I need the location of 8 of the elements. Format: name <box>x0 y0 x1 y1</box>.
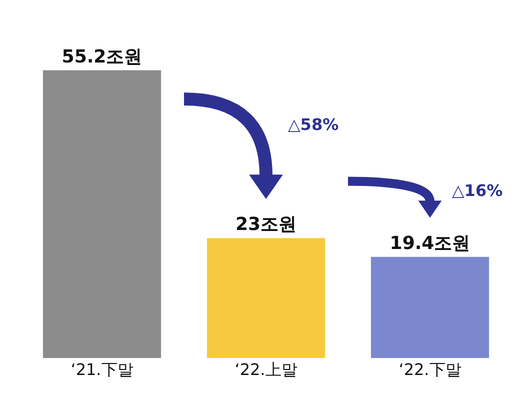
data-label: 19.4조원 <box>390 232 470 254</box>
annotation: △58% <box>288 115 339 134</box>
x-tick-label: ‘22.上말 <box>234 360 298 379</box>
data-label: 23조원 <box>235 214 297 236</box>
data-label: 55.2조원 <box>62 46 142 68</box>
x-tick-label: ‘22.下말 <box>398 360 462 379</box>
annotation: △16% <box>452 181 503 200</box>
x-tick-label: ‘21.下말 <box>70 360 134 379</box>
